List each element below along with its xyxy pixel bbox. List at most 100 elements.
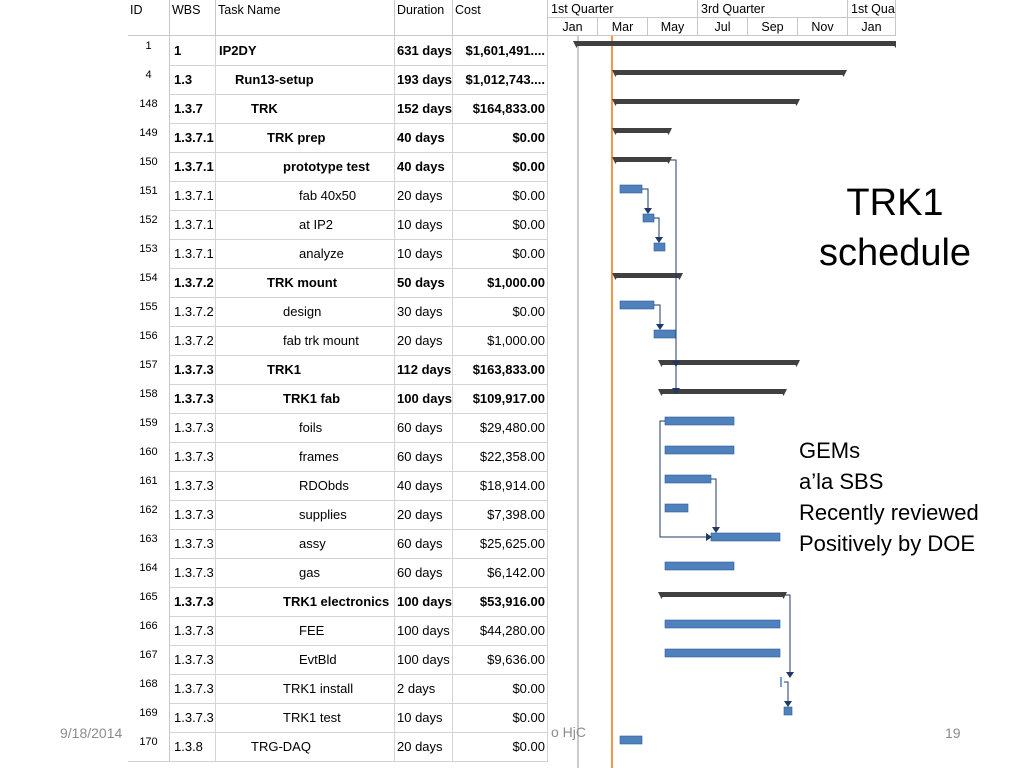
task-wbs: 1.3.7.3: [170, 587, 216, 616]
table-row[interactable]: 164 1.3.7.3 gas 60 days $6,142.00: [128, 558, 548, 588]
task-wbs: 1.3.7.2: [170, 297, 216, 326]
month-label: May: [648, 18, 698, 36]
table-row[interactable]: 170 1.3.8 TRG-DAQ 20 days $0.00: [128, 732, 548, 762]
table-row[interactable]: 154 1.3.7.2 TRK mount 50 days $1,000.00: [128, 268, 548, 298]
task-duration: 20 days: [395, 500, 453, 529]
task-name: TRK1: [216, 355, 395, 384]
col-header-wbs[interactable]: WBS: [170, 0, 216, 36]
summary-bar: [615, 70, 844, 75]
task-duration: 193 days: [395, 65, 453, 94]
task-name: gas: [216, 558, 395, 587]
task-name: FEE: [216, 616, 395, 645]
task-wbs: 1: [170, 36, 216, 65]
table-row[interactable]: 153 1.3.7.1 analyze 10 days $0.00: [128, 239, 548, 269]
task-name: TRK: [216, 94, 395, 123]
task-name: TRK prep: [216, 123, 395, 152]
table-row[interactable]: 149 1.3.7.1 TRK prep 40 days $0.00: [128, 123, 548, 153]
task-name: TRK1 electronics: [216, 587, 395, 616]
task-wbs: 1.3.7.1: [170, 123, 216, 152]
table-row[interactable]: 168 1.3.7.3 TRK1 install 2 days $0.00: [128, 674, 548, 704]
table-row[interactable]: 161 1.3.7.3 RDObds 40 days $18,914.00: [128, 471, 548, 501]
task-table: ID WBS Task Name Duration Cost 1 1 IP2DY 63…: [128, 0, 548, 768]
dependency-link: [669, 159, 677, 363]
task-id: 164: [128, 558, 170, 587]
table-row[interactable]: 163 1.3.7.3 assy 60 days $25,625.00: [128, 529, 548, 559]
footer-fragment: o HjC: [551, 724, 587, 740]
task-wbs: 1.3.7.1: [170, 181, 216, 210]
task-wbs: 1.3.7.1: [170, 152, 216, 181]
task-duration: 60 days: [395, 558, 453, 587]
table-row[interactable]: 158 1.3.7.3 TRK1 fab 100 days $109,917.00: [128, 384, 548, 414]
task-id: 154: [128, 268, 170, 297]
table-row[interactable]: 166 1.3.7.3 FEE 100 days $44,280.00: [128, 616, 548, 646]
table-row[interactable]: 4 1.3 Run13-setup 193 days $1,012,743....: [128, 65, 548, 95]
table-row[interactable]: 1 1 IP2DY 631 days $1,601,491....: [128, 36, 548, 66]
summary-bar: [615, 99, 797, 104]
task-wbs: 1.3.7.3: [170, 616, 216, 645]
task-duration: 112 days: [395, 355, 453, 384]
task-wbs: 1.3.7.3: [170, 355, 216, 384]
task-id: 169: [128, 703, 170, 732]
col-header-id[interactable]: ID: [128, 0, 170, 36]
table-row[interactable]: 148 1.3.7 TRK 152 days $164,833.00: [128, 94, 548, 124]
dependency-arrow: [656, 324, 664, 330]
gantt-chart: 1st Quarter 3rd Quarter 1st Qua Jan Mar …: [548, 0, 896, 768]
col-header-cost[interactable]: Cost: [453, 0, 548, 36]
summary-bar: [615, 273, 680, 278]
table-row[interactable]: 160 1.3.7.3 frames 60 days $22,358.00: [128, 442, 548, 472]
task-duration: 20 days: [395, 732, 453, 761]
task-cost: $1,601,491....: [453, 36, 548, 65]
task-duration: 40 days: [395, 471, 453, 500]
col-header-task-name[interactable]: Task Name: [216, 0, 395, 36]
dependency-arrow: [655, 237, 663, 243]
task-name: EvtBld: [216, 645, 395, 674]
task-bar: [664, 474, 712, 484]
task-cost: $29,480.00: [453, 413, 548, 442]
task-cost: $1,012,743....: [453, 65, 548, 94]
task-cost: $0.00: [453, 123, 548, 152]
task-cost: $1,000.00: [453, 326, 548, 355]
summary-end-marker: [793, 99, 800, 106]
table-row[interactable]: 157 1.3.7.3 TRK1 112 days $163,833.00: [128, 355, 548, 385]
dependency-link: [642, 188, 649, 213]
table-row[interactable]: 162 1.3.7.3 supplies 20 days $7,398.00: [128, 500, 548, 530]
table-row[interactable]: 151 1.3.7.1 fab 40x50 20 days $0.00: [128, 181, 548, 211]
task-id: 151: [128, 181, 170, 210]
table-row[interactable]: 155 1.3.7.2 design 30 days $0.00: [128, 297, 548, 327]
task-cost: $53,916.00: [453, 587, 548, 616]
task-duration: 60 days: [395, 529, 453, 558]
quarter-label-q3: 3rd Quarter: [698, 0, 848, 18]
table-row[interactable]: 169 1.3.7.3 TRK1 test 10 days $0.00: [128, 703, 548, 733]
task-wbs: 1.3.7.3: [170, 645, 216, 674]
task-cost: $22,358.00: [453, 442, 548, 471]
task-duration: 60 days: [395, 413, 453, 442]
task-duration: 631 days: [395, 36, 453, 65]
summary-end-marker: [892, 41, 896, 48]
table-row[interactable]: 167 1.3.7.3 EvtBld 100 days $9,636.00: [128, 645, 548, 675]
quarter-label-next: 1st Qua: [848, 0, 896, 18]
task-bar: [664, 648, 781, 658]
table-row[interactable]: 156 1.3.7.2 fab trk mount 20 days $1,000.00: [128, 326, 548, 356]
table-row[interactable]: 150 1.3.7.1 prototype test 40 days $0.00: [128, 152, 548, 182]
task-name: TRK1 install: [216, 674, 395, 703]
summary-end-marker: [840, 70, 847, 77]
summary-end-marker: [658, 592, 665, 599]
task-cost: $0.00: [453, 152, 548, 181]
task-bar: [783, 706, 793, 716]
task-wbs: 1.3.7.3: [170, 384, 216, 413]
task-duration: 40 days: [395, 152, 453, 181]
page-number: 19: [945, 725, 961, 741]
table-row[interactable]: 165 1.3.7.3 TRK1 electronics 100 days $53,91…: [128, 587, 548, 617]
task-name: IP2DY: [216, 36, 395, 65]
summary-end-marker: [780, 592, 787, 599]
col-header-duration[interactable]: Duration: [395, 0, 453, 36]
task-name: TRG-DAQ: [216, 732, 395, 761]
task-name: frames: [216, 442, 395, 471]
summary-bar: [661, 360, 797, 365]
slide-title: TRK1 schedule: [800, 178, 990, 278]
dependency-link: [784, 594, 791, 677]
task-bar: [619, 735, 643, 745]
table-row[interactable]: 159 1.3.7.3 foils 60 days $29,480.00: [128, 413, 548, 443]
summary-end-marker: [658, 389, 665, 396]
table-row[interactable]: 152 1.3.7.1 at IP2 10 days $0.00: [128, 210, 548, 240]
